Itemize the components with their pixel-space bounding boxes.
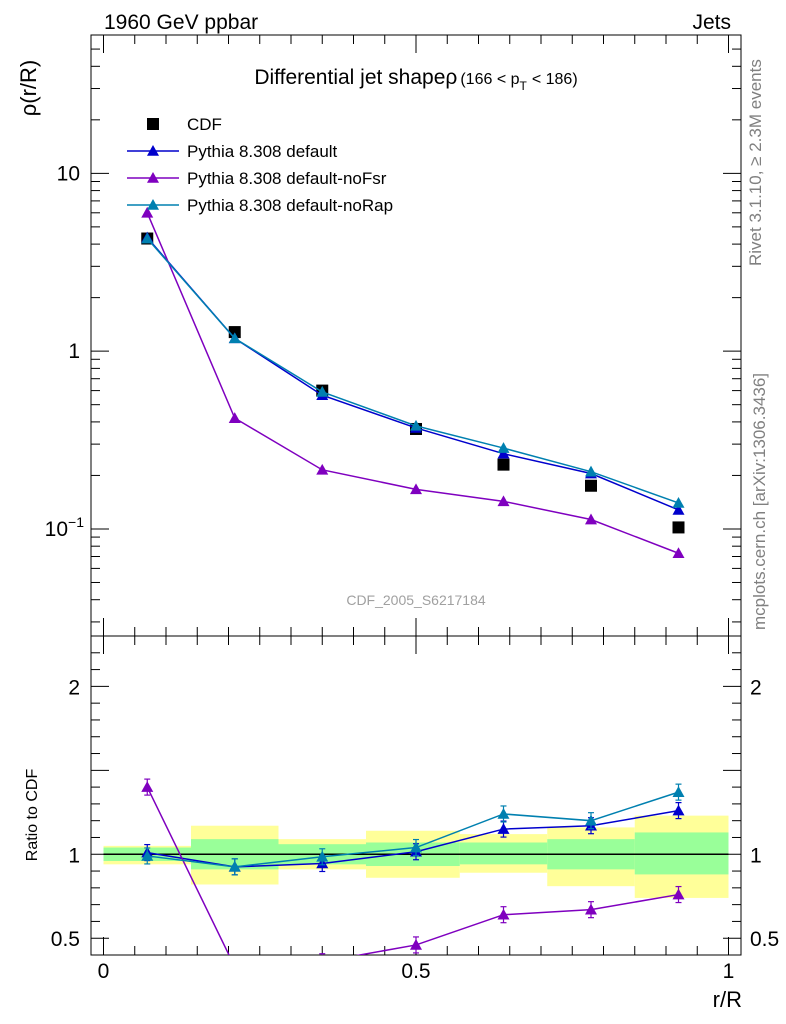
uncertainty-band-inner — [634, 832, 729, 875]
main-data-point — [141, 232, 154, 244]
main-data-point — [672, 547, 685, 559]
ratio-data-point — [141, 781, 154, 792]
main-data-point — [316, 385, 329, 397]
ratio-data-point — [228, 860, 241, 872]
legend-marker — [147, 199, 159, 210]
main-series — [141, 231, 685, 515]
ratio-data-point — [672, 786, 685, 797]
ratio-plot-area: 0.5 0.5 1 1 2 2 0 0.5 1 — [51, 635, 779, 983]
legend-marker — [147, 118, 159, 130]
x-tick-label: 1 — [723, 960, 735, 983]
ratio-series — [141, 783, 685, 876]
main-data-point — [228, 332, 241, 344]
uncertainty-band-inner — [459, 842, 548, 865]
y-tick-label-base: 10 — [45, 518, 68, 541]
rivet-label: Rivet 3.1.10, ≥ 2.3M events — [746, 59, 765, 266]
title-range-sub: T — [520, 79, 528, 93]
category-label: Jets — [692, 11, 731, 34]
main-data-point — [141, 206, 154, 218]
ratio-data-point — [316, 956, 328, 967]
y-tick-label: 1 — [68, 340, 80, 363]
ratio-y-axis-label: Ratio to CDF — [24, 769, 41, 862]
ratio-data-point — [316, 850, 329, 862]
y-tick-label-exponent: −1 — [68, 514, 84, 530]
legend-label: Pythia 8.308 default — [187, 142, 338, 161]
main-series — [141, 232, 685, 508]
main-data-point — [316, 463, 329, 475]
main-data-point — [585, 479, 597, 492]
ratio-data-point — [672, 888, 685, 900]
ratio-data-point — [141, 849, 154, 861]
main-series — [141, 206, 685, 559]
legend-label: CDF — [187, 115, 222, 134]
main-data-point — [410, 419, 422, 431]
ratio-y-tick-label: 2 — [68, 676, 80, 699]
ratio-frame — [90, 635, 742, 956]
main-y-axis-label: ρ(r/R) — [16, 60, 41, 117]
legend-label: Pythia 8.308 default-noRap — [187, 196, 393, 215]
legend: CDF Pythia 8.308 default Pythia 8.308 defa… — [127, 115, 393, 215]
analysis-watermark: CDF_2005_S6217184 — [346, 592, 486, 608]
ratio-y-tick-label-right: 1 — [750, 844, 762, 867]
main-series-line — [146, 212, 679, 554]
y-tick-label: 10−1 — [45, 514, 85, 541]
main-data-point — [228, 412, 241, 423]
main-data-point — [497, 458, 510, 471]
main-series-line — [146, 237, 679, 511]
ratio-y-tick-label-right: 0.5 — [750, 928, 779, 951]
legend-marker — [147, 145, 159, 156]
main-data-point — [672, 521, 685, 534]
ratio-data-point — [229, 961, 241, 972]
chart-title: Differential jet shapeρ (166 < pT < 186) — [254, 66, 577, 93]
x-axis-label: r/R — [713, 987, 742, 1012]
ratio-data-point — [497, 823, 510, 834]
ratio-series-group — [141, 778, 685, 972]
ratio-y-tick-label: 1 — [68, 844, 80, 867]
energy-label: 1960 GeV ppbar — [104, 11, 258, 34]
legend-marker — [147, 172, 159, 183]
main-data-point — [585, 465, 597, 477]
ratio-data-point — [410, 938, 422, 950]
site-label: mcplots.cern.ch [arXiv:1306.3436] — [750, 373, 769, 630]
ratio-data-point — [585, 903, 597, 915]
ratio-series — [141, 778, 685, 972]
ratio-data-point — [497, 908, 510, 920]
main-data-point — [497, 442, 510, 453]
main-data-point — [585, 513, 597, 525]
main-data-point — [672, 503, 685, 515]
legend-label: Pythia 8.308 default-noFsr — [187, 169, 387, 188]
title-range-open: (166 < p — [460, 71, 519, 88]
main-data-point — [672, 496, 685, 508]
ratio-data-point — [672, 804, 685, 816]
y-tick-label: 10 — [57, 162, 80, 185]
main-data-point — [497, 495, 510, 507]
ratio-data-point — [497, 807, 510, 819]
ratio-data-point — [410, 841, 422, 853]
ratio-y-tick-label-right: 2 — [750, 676, 762, 699]
ratio-y-tick-label: 0.5 — [51, 928, 80, 951]
ratio-data-point — [585, 814, 597, 826]
main-series-line — [146, 238, 679, 504]
x-tick-label: 0.5 — [401, 960, 430, 983]
title-main: Differential jet shapeρ — [254, 66, 457, 89]
main-data-point — [410, 483, 422, 495]
x-tick-label: 0 — [98, 960, 110, 983]
title-range-close: < 186) — [532, 71, 578, 88]
main-data-point — [497, 447, 510, 459]
